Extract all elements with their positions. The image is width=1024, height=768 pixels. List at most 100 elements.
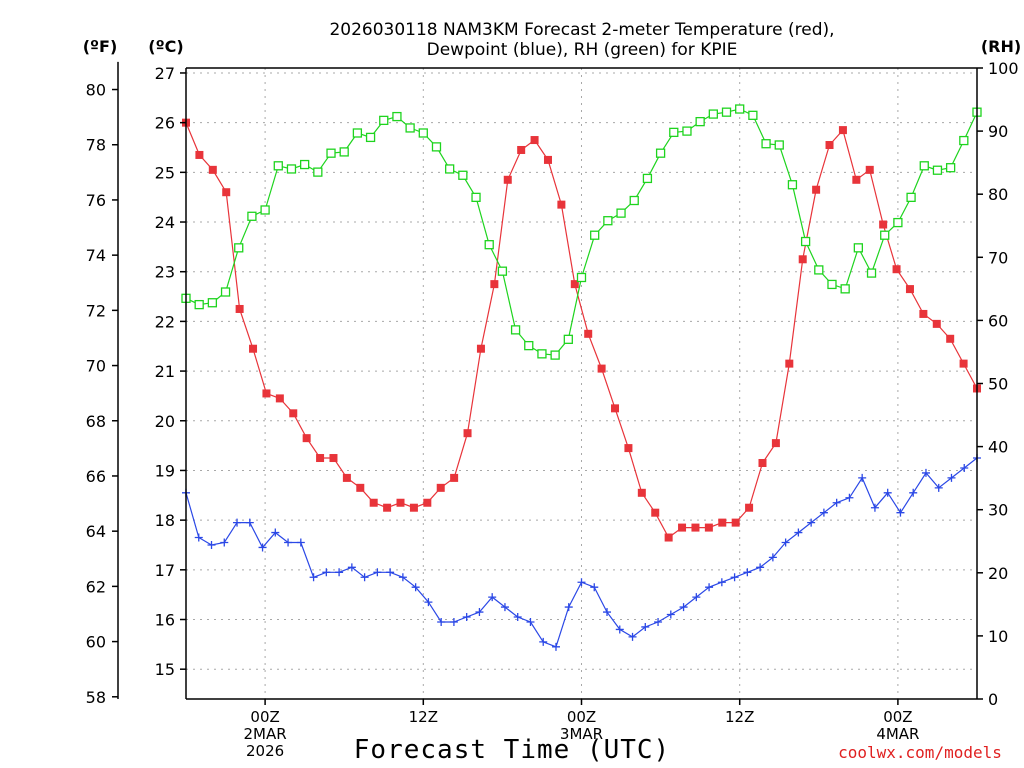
series-dewpoint [182, 454, 981, 651]
temperature-point [302, 434, 311, 443]
rh-tick-label: 0 [988, 690, 998, 709]
rh-point [774, 140, 784, 150]
dewpoint-point [539, 637, 548, 646]
dewpoint-point [692, 593, 701, 602]
rh-point [642, 173, 653, 184]
rh-point [524, 340, 534, 351]
dewpoint-point [322, 568, 331, 577]
dewpoint-point [921, 468, 930, 477]
temperature-point [503, 175, 512, 184]
temperature-point [249, 344, 258, 353]
dewpoint-point [296, 538, 305, 547]
temperature-point [530, 136, 539, 145]
dewpoint-point [245, 518, 254, 527]
celsius-tick-label: 20 [155, 412, 175, 431]
dewpoint-point [909, 488, 918, 497]
temperature-point [262, 389, 271, 398]
rh-point [721, 107, 732, 117]
rh-point [959, 135, 969, 146]
temperature-point [611, 404, 620, 413]
dewpoint-point [858, 473, 867, 482]
temperature-point [905, 285, 914, 294]
temperature-point [946, 334, 955, 343]
rh-point [787, 180, 798, 190]
fahrenheit-tick-label: 66 [86, 467, 106, 486]
dewpoint-point [488, 593, 497, 602]
rh-point [379, 115, 389, 126]
temperature-point [208, 165, 217, 174]
dewpoint-point [819, 508, 828, 517]
rh-point [563, 334, 573, 344]
rh-point [220, 287, 231, 297]
dewpoint-point [462, 613, 471, 622]
dewpoint-point [883, 488, 892, 497]
temperature-point [651, 508, 660, 517]
rh-tick-label: 60 [988, 311, 1008, 330]
dewpoint-point [577, 578, 586, 587]
celsius-tick-label: 23 [155, 263, 175, 282]
rh-tick-label: 80 [988, 185, 1008, 204]
rh-point [616, 208, 626, 218]
rh-point [682, 126, 692, 136]
temperature-point [342, 473, 351, 482]
temperature-point [731, 518, 740, 527]
dewpoint-point [564, 603, 573, 612]
rh-point [286, 164, 297, 174]
rh-tick-label: 90 [988, 122, 1008, 141]
x-tick-label: 4MAR [876, 725, 919, 743]
temperature-point [932, 319, 941, 328]
x-tick-label: 00Z [250, 708, 279, 726]
temperature-point [476, 344, 485, 353]
dewpoint-point [386, 568, 395, 577]
temperature-point [678, 523, 687, 532]
temperature-point [812, 185, 821, 194]
fahrenheit-tick-label: 74 [86, 246, 106, 265]
rh-point [866, 268, 877, 278]
rh-point [260, 205, 270, 215]
rh-point [431, 142, 442, 152]
rh-point [669, 127, 679, 138]
temperature-point [879, 220, 888, 229]
x-tick-label: 3MAR [560, 725, 603, 743]
celsius-tick-label: 27 [155, 64, 175, 83]
x-tick-label: 12Z [409, 708, 438, 726]
chart-title-line2: Dewpoint (blue), RH (green) for KPIE [427, 40, 738, 60]
temperature-point [436, 483, 445, 492]
temperature-point [758, 458, 767, 467]
dewpoint-point [220, 538, 229, 547]
dewpoint-point [654, 617, 663, 626]
rh-point [458, 170, 468, 180]
rh-point [919, 161, 929, 171]
rh-point [655, 148, 666, 158]
rh-tick-label: 50 [988, 375, 1008, 394]
dewpoint-point [845, 493, 854, 502]
celsius-tick-label: 19 [155, 461, 175, 480]
x-tick-label: 2026 [246, 742, 284, 760]
temperature-point [316, 454, 325, 463]
dewpoint-point [832, 498, 841, 507]
dewpoint-point [500, 603, 509, 612]
dewpoint-point [717, 578, 726, 587]
dewpoint-point [437, 617, 446, 626]
rh-point [932, 165, 943, 175]
temperature-point [718, 518, 727, 527]
dewpoint-point [781, 538, 790, 547]
dewpoint-point [194, 533, 203, 542]
rh-point [893, 217, 903, 228]
dewpoint-point [947, 473, 956, 482]
celsius-tick-label: 24 [155, 213, 175, 232]
dewpoint-point [513, 613, 522, 622]
dewpoint-point [526, 617, 535, 626]
temperature-point [637, 488, 646, 497]
dewpoint-point [373, 568, 382, 577]
rh-point [234, 243, 244, 253]
fahrenheit-tick-label: 80 [86, 81, 106, 100]
x-axis-title: Forecast Time (UTC) [354, 735, 670, 765]
dewpoint-point [666, 610, 675, 619]
temperature-point [369, 498, 378, 507]
celsius-tick-label: 21 [155, 362, 175, 381]
rh-point [352, 128, 363, 138]
fahrenheit-tick-label: 78 [86, 136, 106, 155]
dewpoint-point [551, 642, 560, 651]
